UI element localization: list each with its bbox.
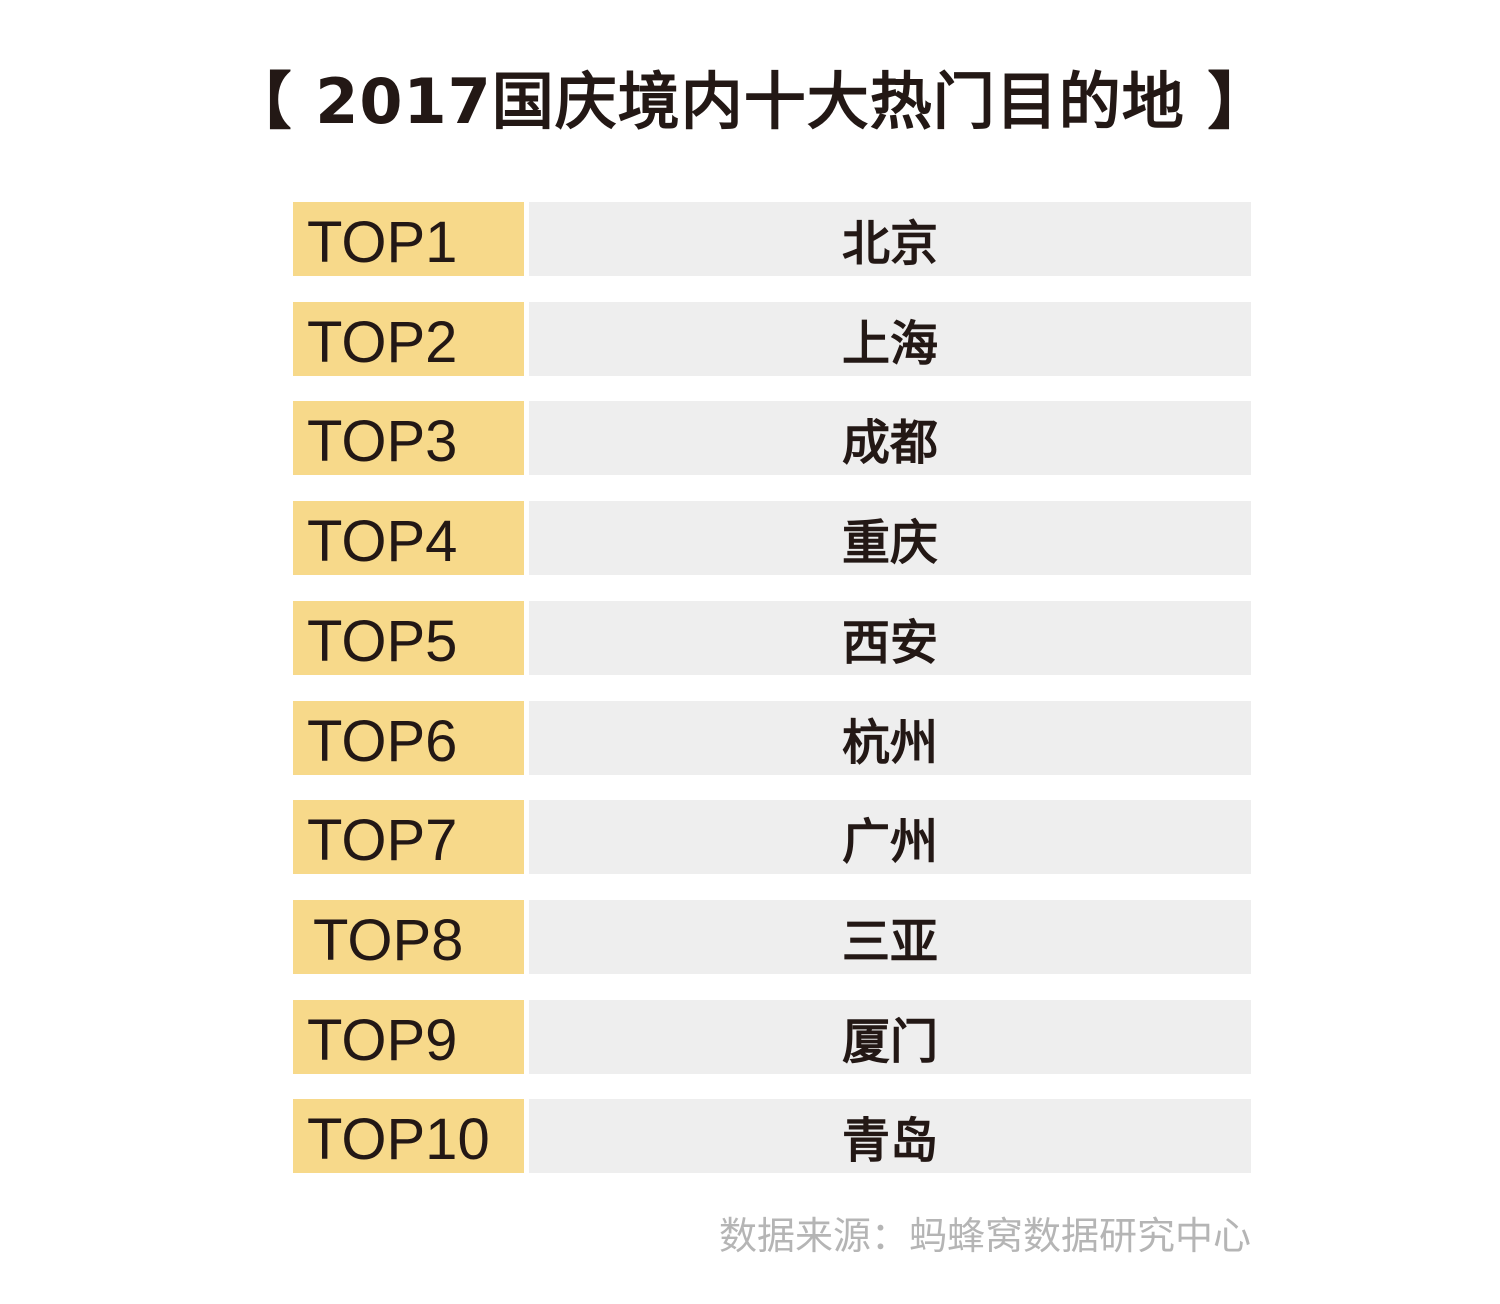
rank-label: TOP6 [293, 701, 524, 775]
city-name: 青岛 [529, 1099, 1251, 1173]
chart-title: 【 2017国庆境内十大热门目的地 】 [229, 65, 1271, 138]
data-source-note: 数据来源：蚂蜂窝数据研究中心 [718, 1214, 1251, 1258]
city-name: 西安 [529, 601, 1251, 675]
city-name: 北京 [529, 202, 1251, 276]
rank-label: TOP9 [293, 1000, 524, 1074]
table-row: TOP4 重庆 [293, 501, 1251, 575]
table-row: TOP1 北京 [293, 202, 1251, 276]
rank-label: TOP7 [293, 800, 524, 874]
table-row: TOP6 杭州 [293, 701, 1251, 775]
city-name: 杭州 [529, 701, 1251, 775]
city-name: 上海 [529, 302, 1251, 376]
rank-label: TOP4 [293, 501, 524, 575]
city-name: 广州 [529, 800, 1251, 874]
rank-label: TOP8 [293, 900, 524, 974]
rank-label: TOP5 [293, 601, 524, 675]
city-name: 成都 [529, 401, 1251, 475]
rank-label: TOP3 [293, 401, 524, 475]
city-name: 重庆 [529, 501, 1251, 575]
table-row: TOP8 三亚 [293, 900, 1251, 974]
table-row: TOP5 西安 [293, 601, 1251, 675]
rank-label: TOP1 [293, 202, 524, 276]
rank-label: TOP2 [293, 302, 524, 376]
table-row: TOP2 上海 [293, 302, 1251, 376]
city-name: 三亚 [529, 900, 1251, 974]
table-row: TOP3 成都 [293, 401, 1251, 475]
table-row: TOP7 广州 [293, 800, 1251, 874]
rank-label: TOP10 [293, 1099, 524, 1173]
city-name: 厦门 [529, 1000, 1251, 1074]
table-row: TOP10 青岛 [293, 1099, 1251, 1173]
table-row: TOP9 厦门 [293, 1000, 1251, 1074]
